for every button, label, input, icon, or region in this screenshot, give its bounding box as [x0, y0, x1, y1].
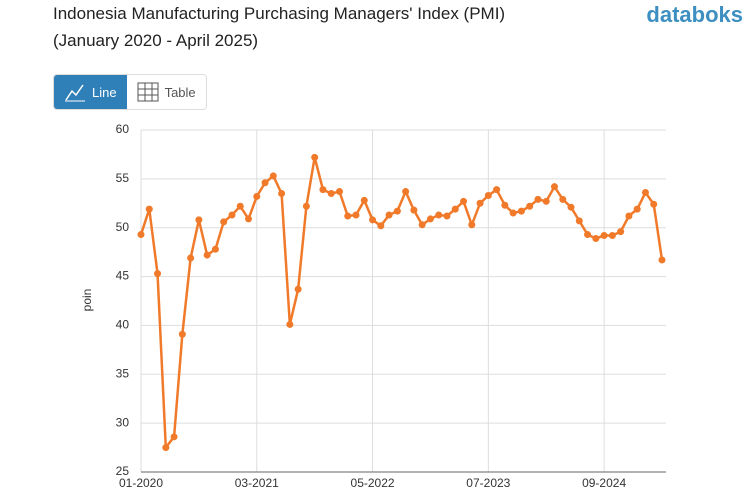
point [501, 201, 509, 209]
line-button[interactable]: Line [54, 75, 127, 109]
point [600, 232, 608, 240]
y-tick-label: 55 [116, 171, 130, 185]
view-toggle: Line Table [53, 74, 207, 110]
point [344, 212, 352, 220]
chart-title: Indonesia Manufacturing Purchasing Manag… [53, 4, 506, 23]
point [592, 234, 600, 242]
point [526, 202, 534, 210]
point [460, 197, 468, 205]
line-icon [65, 84, 85, 102]
point [509, 209, 517, 217]
point [468, 221, 476, 229]
point [269, 172, 277, 180]
point [253, 192, 261, 200]
point [402, 188, 410, 196]
point [195, 216, 203, 224]
line [139, 157, 664, 452]
point [484, 191, 492, 199]
point [625, 212, 633, 220]
x-tick-label: 01-2020 [119, 476, 163, 490]
point [608, 232, 616, 240]
point [211, 245, 219, 253]
point [443, 212, 451, 220]
point [302, 202, 310, 210]
point [137, 231, 145, 239]
point [369, 216, 377, 224]
table-icon [137, 82, 159, 102]
table-button[interactable]: Table [127, 75, 206, 109]
y-axis-label: poin [80, 289, 94, 312]
point [426, 215, 434, 223]
point [360, 196, 368, 204]
x-tick-label: 09-2024 [582, 476, 626, 490]
point [617, 228, 625, 236]
point [493, 186, 501, 194]
x-tick-label: 07-2023 [466, 476, 510, 490]
y-tick-label: 30 [116, 415, 130, 429]
point [435, 211, 443, 219]
point [418, 221, 426, 229]
point [658, 256, 666, 264]
point [278, 190, 286, 198]
point [220, 218, 228, 226]
x-tick-label: 05-2022 [351, 476, 395, 490]
point [385, 211, 393, 219]
chart-subtitle: (January 2020 - April 2025) [53, 31, 259, 50]
point [377, 222, 385, 230]
point [203, 251, 211, 259]
point [517, 207, 525, 215]
button-label: Table [164, 84, 196, 100]
point [542, 197, 550, 205]
point [178, 330, 186, 338]
point [162, 444, 170, 452]
point [294, 285, 302, 293]
point [311, 153, 319, 161]
point [170, 433, 178, 441]
point [245, 215, 253, 223]
point [567, 203, 575, 211]
y-tick-label: 40 [116, 318, 130, 332]
point [352, 211, 360, 219]
point [286, 320, 294, 328]
point [650, 200, 658, 208]
point [154, 270, 162, 278]
point [451, 205, 459, 213]
point [261, 179, 269, 187]
point [236, 202, 244, 210]
x-tick-label: 03-2021 [235, 476, 279, 490]
point [228, 211, 236, 219]
point [335, 188, 343, 196]
point [559, 195, 567, 203]
y-tick-label: 60 [116, 122, 130, 136]
y-tick-label: 35 [116, 366, 130, 380]
point [187, 254, 195, 262]
button-label: Line [92, 84, 117, 100]
y-tick-label: 25 [116, 464, 130, 478]
point [319, 186, 327, 194]
y-tick-label: 50 [116, 220, 130, 234]
point [550, 183, 558, 191]
point [633, 205, 641, 213]
point [393, 207, 401, 215]
point [327, 190, 335, 198]
point [534, 195, 542, 203]
point [575, 217, 583, 225]
point [145, 205, 153, 213]
point [584, 231, 592, 239]
y-tick-label: 45 [116, 269, 130, 283]
point [410, 206, 418, 214]
point [476, 199, 484, 207]
point [641, 189, 649, 197]
brand-logo: databoks [646, 2, 743, 27]
